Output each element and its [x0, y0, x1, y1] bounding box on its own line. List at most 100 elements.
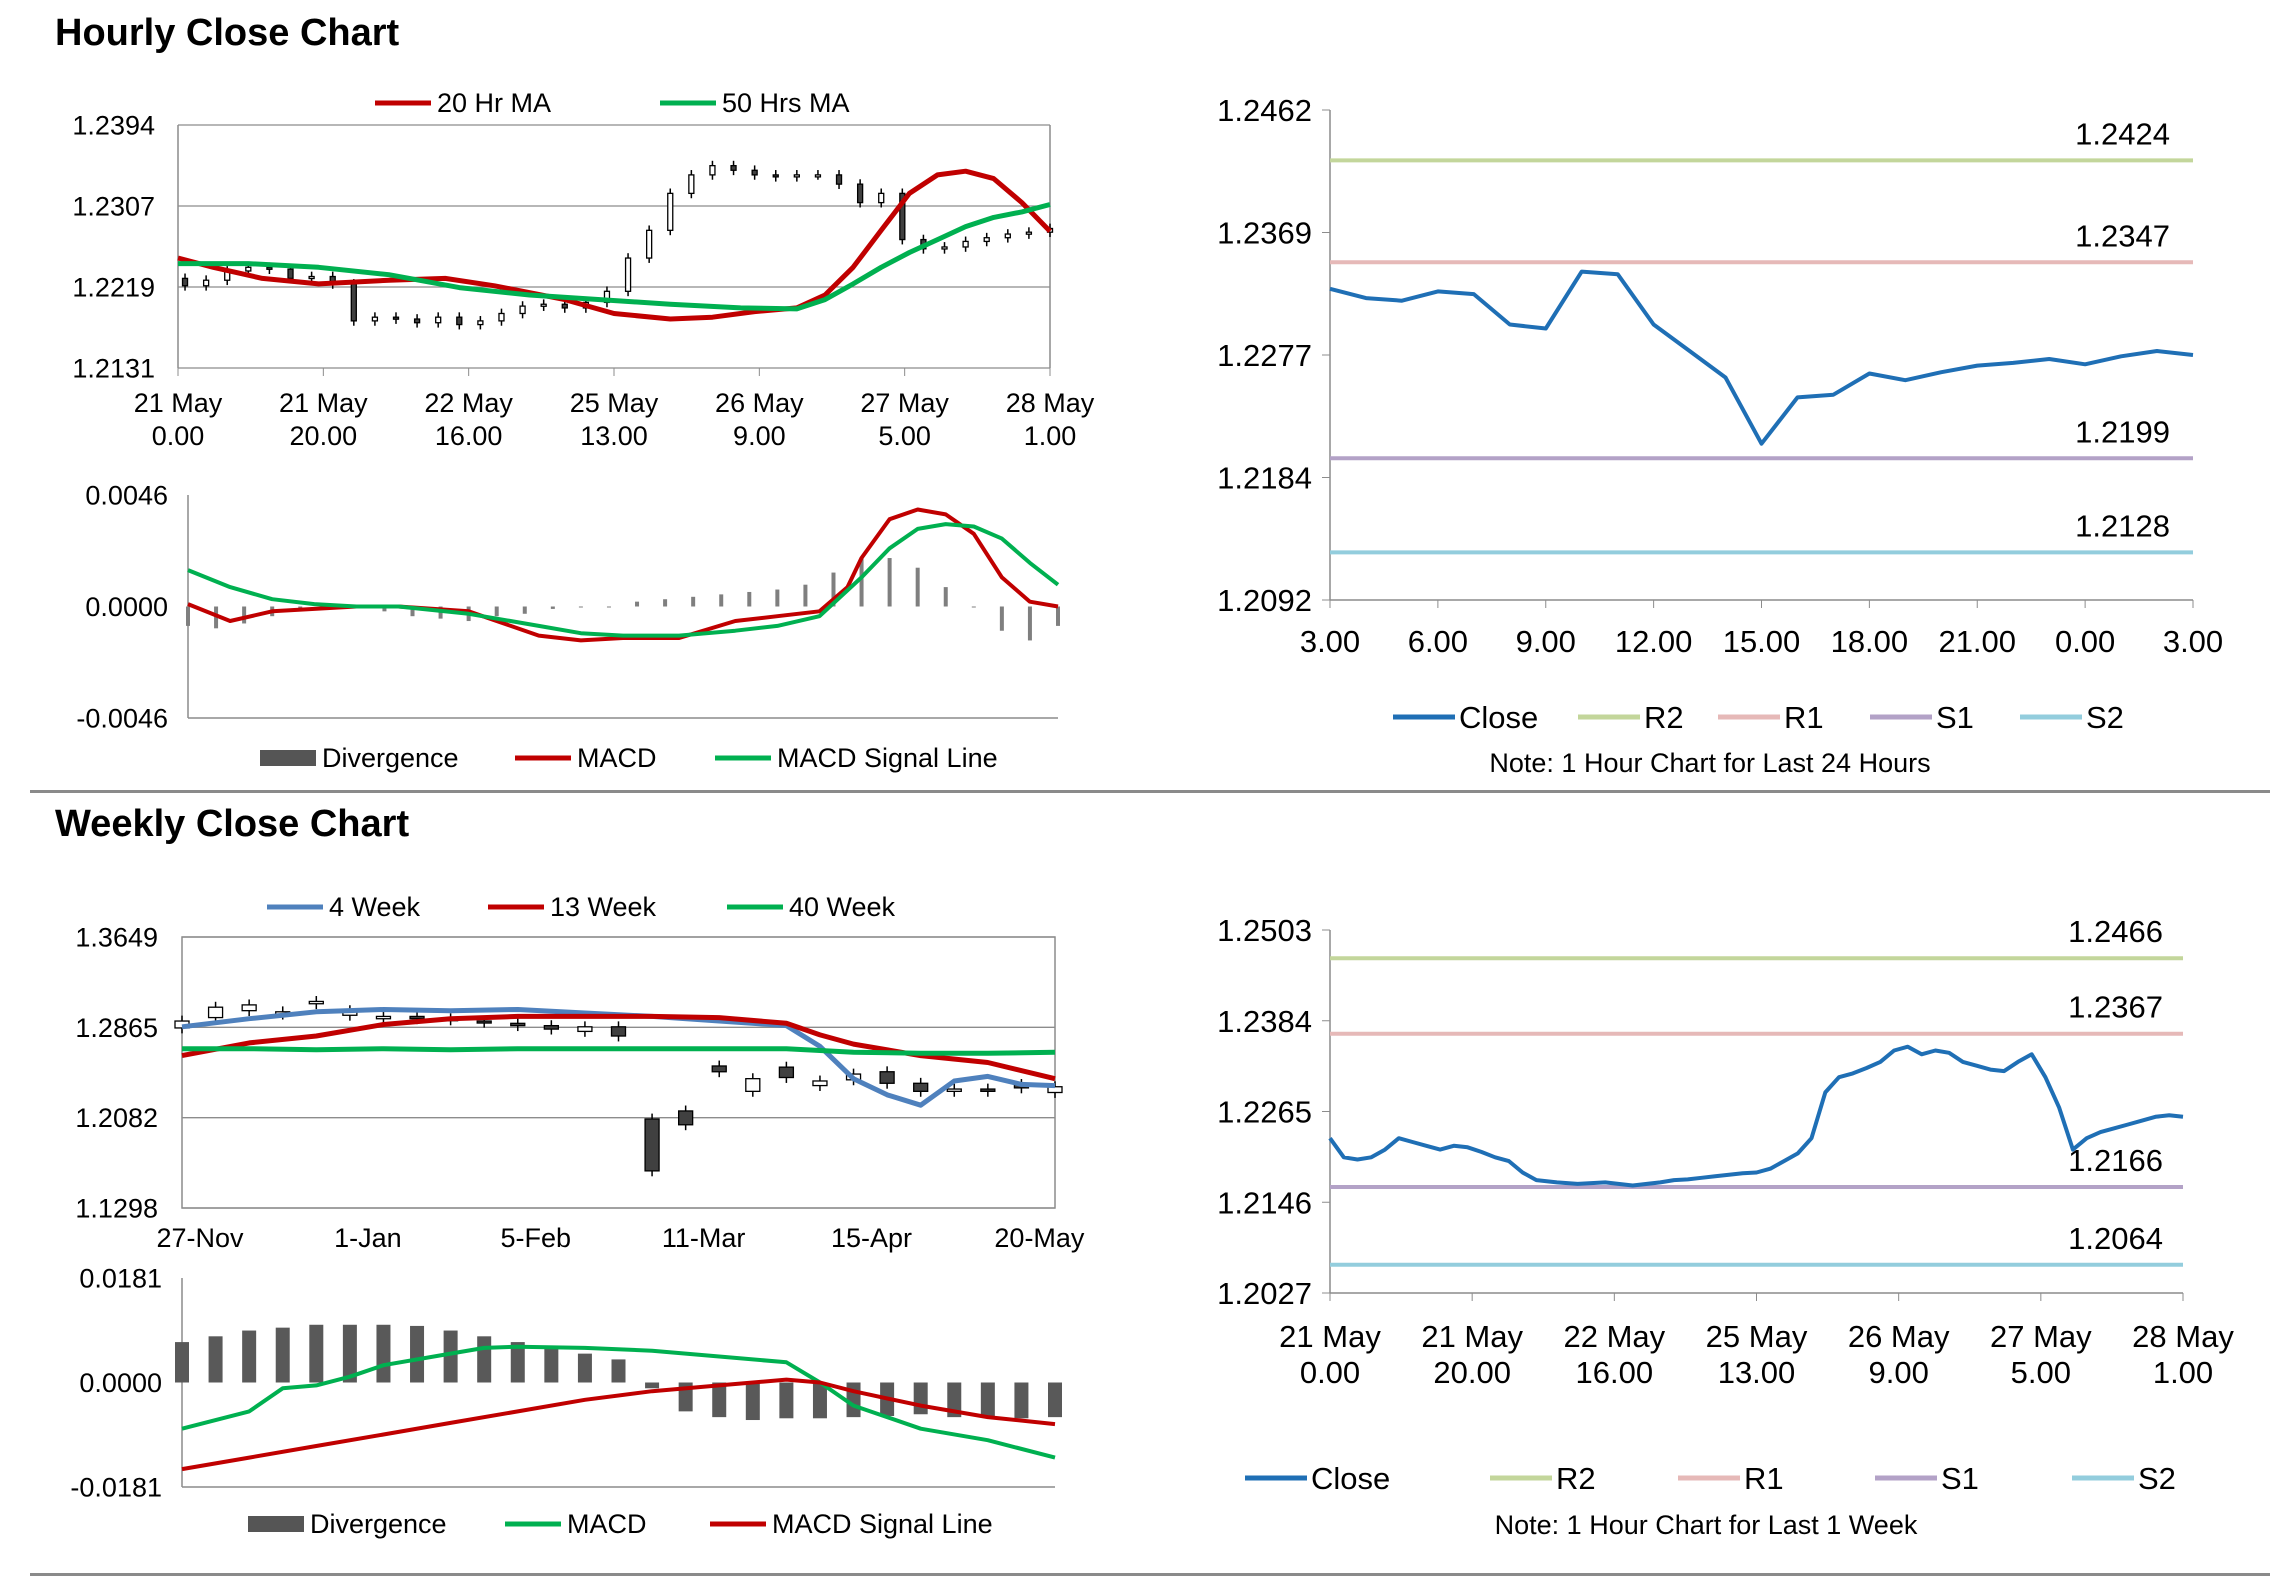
weekly-price-candle-body — [375, 1015, 392, 1020]
hourly-macd-legend-label: MACD Signal Line — [777, 743, 998, 773]
hourly-24h-y-tick-label: 1.2092 — [1217, 583, 1312, 618]
hourly-macd-divergence-bar — [831, 572, 836, 607]
hourly-macd-y-tick-label: 0.0000 — [85, 592, 168, 622]
weekly-1w-legend-label: S2 — [2138, 1461, 2176, 1496]
hourly-price-y-tick-label: 1.2307 — [72, 191, 155, 221]
weekly-macd-legend-label: Divergence — [310, 1509, 447, 1539]
hourly-price-candle-body — [202, 279, 210, 287]
weekly-1w-level-label: 1.2367 — [2068, 990, 2163, 1025]
weekly-price-candle-body — [409, 1015, 425, 1020]
weekly-macd-divergence-bar — [812, 1382, 827, 1419]
weekly-price-candle-body — [543, 1024, 559, 1030]
weekly-section-title: Weekly Close Chart — [55, 803, 410, 845]
hourly-price-candle-body — [667, 192, 674, 231]
hourly-24h-legend-label: S2 — [2086, 700, 2124, 735]
hourly-price-candle-body — [962, 240, 969, 248]
weekly-price-series-40-week — [182, 1046, 1056, 1056]
hourly-price-y-tick-label: 1.2219 — [72, 272, 155, 302]
hourly-macd-legend-swatch — [260, 750, 316, 766]
hourly-24h-legend-label: R1 — [1784, 700, 1824, 735]
weekly-1w-y-tick-label: 1.2384 — [1217, 1004, 1312, 1039]
hourly-price-candle-body — [983, 237, 990, 243]
hourly-price-candle-body — [519, 305, 526, 315]
hourly-macd-divergence-bar — [578, 606, 583, 608]
weekly-1w-x-tick-label: 16.00 — [1576, 1355, 1654, 1390]
weekly-price-candle-body — [1047, 1086, 1063, 1094]
hourly-section-title: Hourly Close Chart — [55, 12, 400, 54]
hourly-price-candle-body — [498, 312, 505, 322]
weekly-macd-divergence-bar — [611, 1359, 626, 1383]
weekly-1w-x-tick-label: 5.00 — [2011, 1355, 2071, 1390]
weekly-price-legend-label: 40 Week — [789, 892, 896, 922]
weekly-1w-legend-label: S1 — [1941, 1461, 1979, 1496]
hourly-price-candle-body — [793, 174, 800, 178]
hourly-price-x-tick-label: 26 May — [715, 388, 804, 418]
weekly-price-y-tick-label: 1.3649 — [75, 922, 158, 952]
weekly-price-y-tick-label: 1.1298 — [75, 1193, 158, 1223]
hourly-price-candle-body — [181, 277, 189, 287]
weekly-price-candle-body — [879, 1071, 895, 1084]
weekly-price-x-tick-label: 20-May — [994, 1223, 1085, 1253]
bottom-divider — [30, 1573, 2270, 1576]
hourly-macd-y-tick-label: 0.0046 — [85, 480, 168, 510]
weekly-macd-divergence-bar — [947, 1382, 962, 1418]
weekly-macd-divergence-bar — [510, 1342, 525, 1383]
weekly-macd-divergence-bar — [779, 1382, 794, 1419]
weekly-1w-x-tick-label: 25 May — [1706, 1319, 1808, 1354]
hourly-price-candle-body — [730, 165, 737, 171]
hourly-price-candle-body — [1004, 233, 1011, 239]
weekly-macd-series-macd-signal-line — [181, 1377, 1056, 1472]
hourly-macd-divergence-bar — [775, 589, 780, 607]
hourly-price-candle-body — [266, 266, 273, 270]
weekly-price-legend-label: 13 Week — [550, 892, 657, 922]
weekly-price-candle-body — [678, 1110, 694, 1126]
weekly-price-candle-body — [207, 1006, 224, 1019]
hourly-price-candle-body — [392, 316, 400, 320]
hourly-price-x-tick-label: 1.00 — [1024, 421, 1077, 451]
weekly-1w-level-label: 1.2166 — [2068, 1143, 2163, 1178]
weekly-price-candle-body — [308, 1000, 324, 1005]
hourly-price-y-tick-label: 1.2394 — [72, 110, 155, 140]
hourly-price-candle-body — [709, 165, 716, 176]
hourly-24h-x-tick-label: 15.00 — [1723, 624, 1801, 659]
hourly-price-candle-body — [835, 174, 843, 185]
hourly-24h-level-label: 1.2128 — [2075, 508, 2170, 543]
hourly-macd-divergence-bar — [719, 594, 724, 607]
weekly-macd-divergence-bar — [175, 1342, 189, 1383]
hourly-macd-divergence-bar — [859, 558, 864, 607]
weekly-macd-divergence-bar — [544, 1347, 559, 1383]
hourly-macd-divergence-bar — [1056, 606, 1060, 626]
hourly-price-candle-body — [899, 192, 906, 241]
weekly-macd-y-tick-label: 0.0181 — [79, 1263, 162, 1293]
hourly-24h-note: Note: 1 Hour Chart for Last 24 Hours — [1489, 748, 1930, 778]
weekly-price-y-tick-label: 1.2865 — [75, 1013, 158, 1043]
weekly-macd-divergence-bar — [745, 1382, 760, 1421]
weekly-price-x-tick-label: 1-Jan — [334, 1223, 402, 1253]
weekly-1w-y-tick-label: 1.2146 — [1217, 1185, 1312, 1220]
weekly-1w-x-tick-label: 20.00 — [1433, 1355, 1511, 1390]
weekly-price-plot-border — [181, 936, 1056, 1209]
hourly-24h-y-tick-label: 1.2369 — [1217, 216, 1312, 251]
weekly-macd-divergence-bar — [1048, 1382, 1062, 1418]
hourly-price-x-tick-label: 20.00 — [290, 421, 358, 451]
hourly-price-x-tick-label: 21 May — [134, 388, 223, 418]
hourly-24h-x-tick-label: 21.00 — [1938, 624, 2016, 659]
hourly-price-candle-body — [1025, 231, 1033, 235]
hourly-price-candle-body — [371, 316, 379, 322]
weekly-1w-series-close — [1328, 1044, 2184, 1188]
hourly-24h-level-label: 1.2199 — [2075, 414, 2170, 449]
hourly-price-candle-body — [751, 169, 758, 176]
weekly-price-y-tick-label: 1.2082 — [75, 1103, 158, 1133]
hourly-price-candle-body — [540, 303, 547, 307]
weekly-1w-x-tick-label: 0.00 — [1300, 1355, 1360, 1390]
hourly-price-y-tick-label: 1.2131 — [72, 353, 155, 383]
weekly-macd-divergence-bar — [410, 1325, 425, 1383]
hourly-24h-x-tick-label: 18.00 — [1831, 624, 1909, 659]
hourly-price-x-tick-label: 9.00 — [733, 421, 786, 451]
weekly-macd-divergence-bar — [309, 1324, 324, 1383]
weekly-macd-divergence-bar — [275, 1327, 290, 1383]
hourly-macd-divergence-bar — [915, 567, 920, 607]
weekly-macd-legend-label: MACD — [567, 1509, 647, 1539]
hourly-price-candle-body — [435, 316, 442, 324]
weekly-price-candle-body — [913, 1082, 929, 1092]
